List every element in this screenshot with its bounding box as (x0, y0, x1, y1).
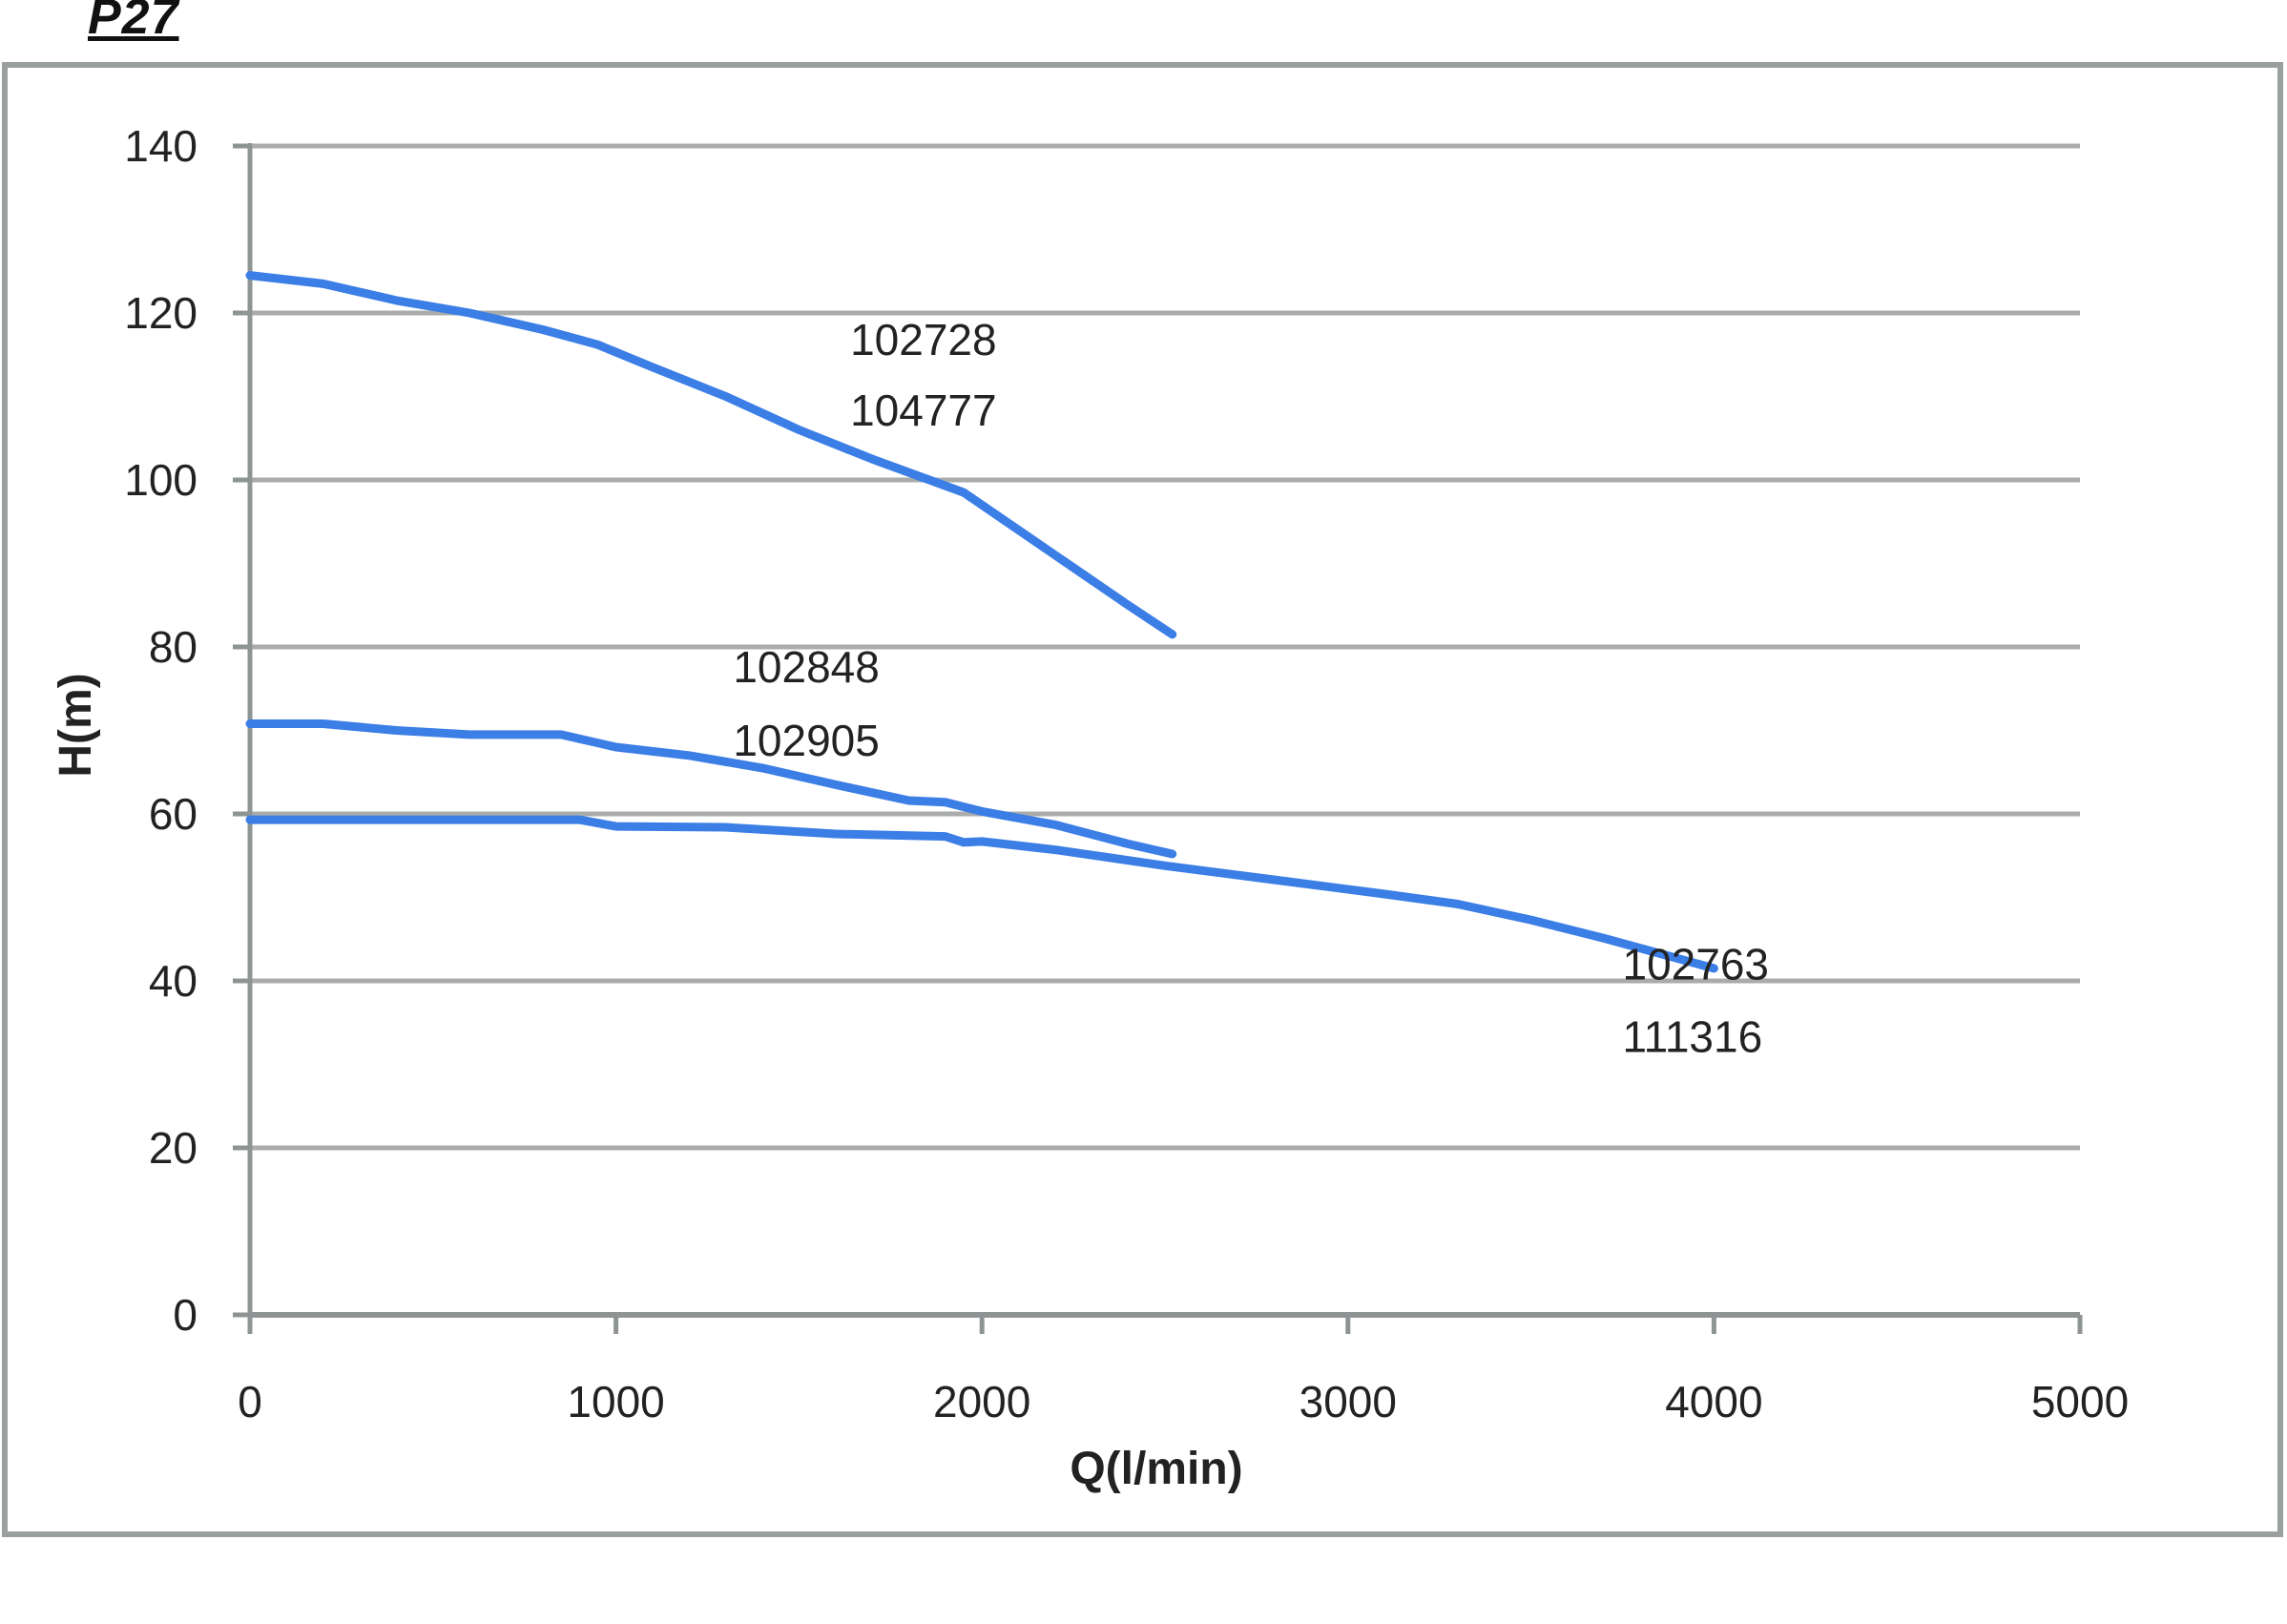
y-tick-label: 40 (149, 956, 198, 1006)
series-line-2 (245, 719, 1177, 859)
y-axis-title: H(m) (51, 673, 101, 777)
y-tick-label: 20 (149, 1123, 198, 1173)
x-tick-label: 5000 (2031, 1377, 2129, 1426)
curve-label: 102905 (733, 716, 880, 765)
curve-label: 111316 (1623, 1011, 1763, 1061)
y-tick-label: 60 (149, 789, 198, 839)
curve-label: 102763 (1623, 939, 1770, 989)
x-tick-label: 1000 (567, 1377, 664, 1426)
x-axis-title: Q(l/min) (1070, 1444, 1242, 1494)
series-line-1 (245, 271, 1177, 639)
chart-frame (2, 62, 2283, 1537)
grid-lines (250, 143, 2080, 1151)
series-line-3 (245, 815, 1718, 973)
curve-label: 102728 (850, 315, 997, 364)
y-tick-label: 100 (124, 455, 198, 505)
x-tick-label: 4000 (1665, 1377, 1762, 1426)
y-tick-label: 0 (173, 1290, 198, 1340)
x-tick-label: 3000 (1299, 1377, 1397, 1426)
axes (233, 143, 2083, 1334)
series-lines (245, 271, 1718, 973)
curve-label: 102848 (733, 642, 880, 692)
annotations: 102728 104777 102848 102905 102763 111316 (733, 315, 1769, 1062)
x-tick-label: 0 (238, 1377, 262, 1426)
y-tick-label: 140 (124, 121, 198, 171)
y-tick-label: 120 (124, 288, 198, 338)
page-title: P27 (88, 0, 179, 45)
tick-labels: 0 20 40 60 80 100 120 140 0 1000 2000 3000 4000 5000 (124, 121, 2129, 1426)
curve-label: 104777 (850, 385, 997, 435)
x-tick-label: 2000 (933, 1377, 1030, 1426)
y-tick-label: 80 (149, 622, 198, 672)
